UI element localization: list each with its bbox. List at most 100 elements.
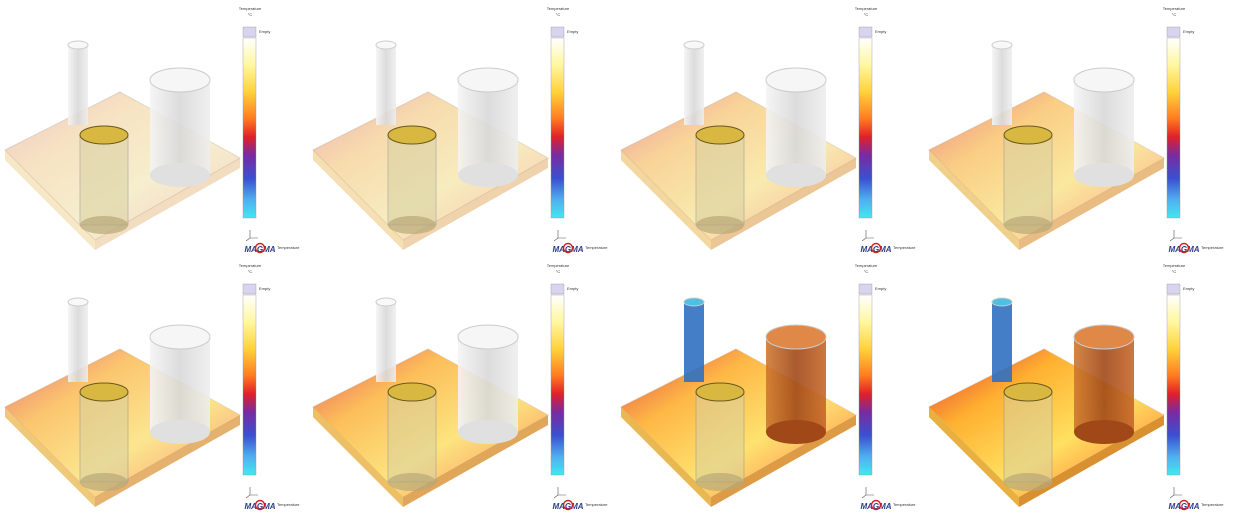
sprue [68,45,88,125]
empty-swatch [551,27,564,37]
axis-triad [862,487,874,498]
casting [388,135,436,225]
legend-title: Temperature [855,263,878,268]
colorbar [551,295,564,475]
riser-top [766,68,826,92]
empty-label: Empty [1183,29,1194,34]
casting-bottom [696,473,744,491]
sprue [376,302,396,382]
empty-label: Empty [1183,286,1194,291]
casting-bottom [388,473,436,491]
legend-unit: °C [248,269,253,274]
sprue-top [68,298,88,306]
riser-bottom [458,420,518,444]
casting [80,135,128,225]
riser [1074,337,1134,432]
casting [696,135,744,225]
riser-top [150,325,210,349]
caption: Temperature [893,245,916,250]
riser [150,337,210,432]
legend-unit: °C [1172,12,1177,17]
empty-label: Empty [259,286,270,291]
sprue [992,45,1012,125]
casting-bottom [80,473,128,491]
legend-unit: °C [864,269,869,274]
sprue [684,45,704,125]
sprue [376,45,396,125]
legend-title: Temperature [1163,263,1186,268]
casting [696,392,744,482]
empty-swatch [243,284,256,294]
empty-swatch [1167,27,1180,37]
empty-label: Empty [567,29,578,34]
axis-triad [1170,230,1182,241]
casting-top [696,126,744,144]
simulation-panel: Temperature°CEmptyMAGMATemperature [621,6,916,254]
axis-triad [554,230,566,241]
empty-swatch [243,27,256,37]
riser [150,80,210,175]
colorbar [243,295,256,475]
casting [388,392,436,482]
empty-swatch [1167,284,1180,294]
riser-top [1074,325,1134,349]
axis-triad [246,487,258,498]
casting [80,392,128,482]
sprue-top [376,298,396,306]
colorbar [1167,295,1180,475]
riser-bottom [458,163,518,187]
legend-unit: °C [1172,269,1177,274]
sprue [68,302,88,382]
colorbar [243,38,256,218]
empty-label: Empty [259,29,270,34]
axis-triad [1170,487,1182,498]
empty-swatch [859,27,872,37]
casting-top [1004,383,1052,401]
casting-top [80,383,128,401]
simulation-panel: Temperature°CEmptyMAGMATemperature [5,263,300,511]
riser-bottom [150,420,210,444]
sprue-top [684,298,704,306]
riser-top [458,68,518,92]
legend-unit: °C [556,12,561,17]
caption: Temperature [277,502,300,507]
colorbar [1167,38,1180,218]
sprue-top [992,298,1012,306]
empty-label: Empty [875,286,886,291]
legend-unit: °C [864,12,869,17]
caption: Temperature [1201,502,1224,507]
caption: Temperature [585,502,608,507]
figure: Temperature°CEmptyMAGMATemperatureTemper… [0,0,1233,514]
colorbar [859,295,872,475]
casting-bottom [696,216,744,234]
casting-bottom [80,216,128,234]
casting-bottom [1004,473,1052,491]
sprue [992,302,1012,382]
casting [1004,392,1052,482]
riser-bottom [1074,420,1134,444]
riser [458,80,518,175]
riser-top [766,325,826,349]
empty-swatch [551,284,564,294]
casting-top [1004,126,1052,144]
riser-bottom [766,420,826,444]
riser-bottom [150,163,210,187]
casting-top [80,126,128,144]
riser [1074,80,1134,175]
casting-top [696,383,744,401]
colorbar [859,38,872,218]
caption: Temperature [893,502,916,507]
riser-top [1074,68,1134,92]
axis-triad [246,230,258,241]
riser-top [150,68,210,92]
casting [1004,135,1052,225]
legend-title: Temperature [855,6,878,11]
caption: Temperature [585,245,608,250]
legend-unit: °C [248,12,253,17]
casting-bottom [1004,216,1052,234]
